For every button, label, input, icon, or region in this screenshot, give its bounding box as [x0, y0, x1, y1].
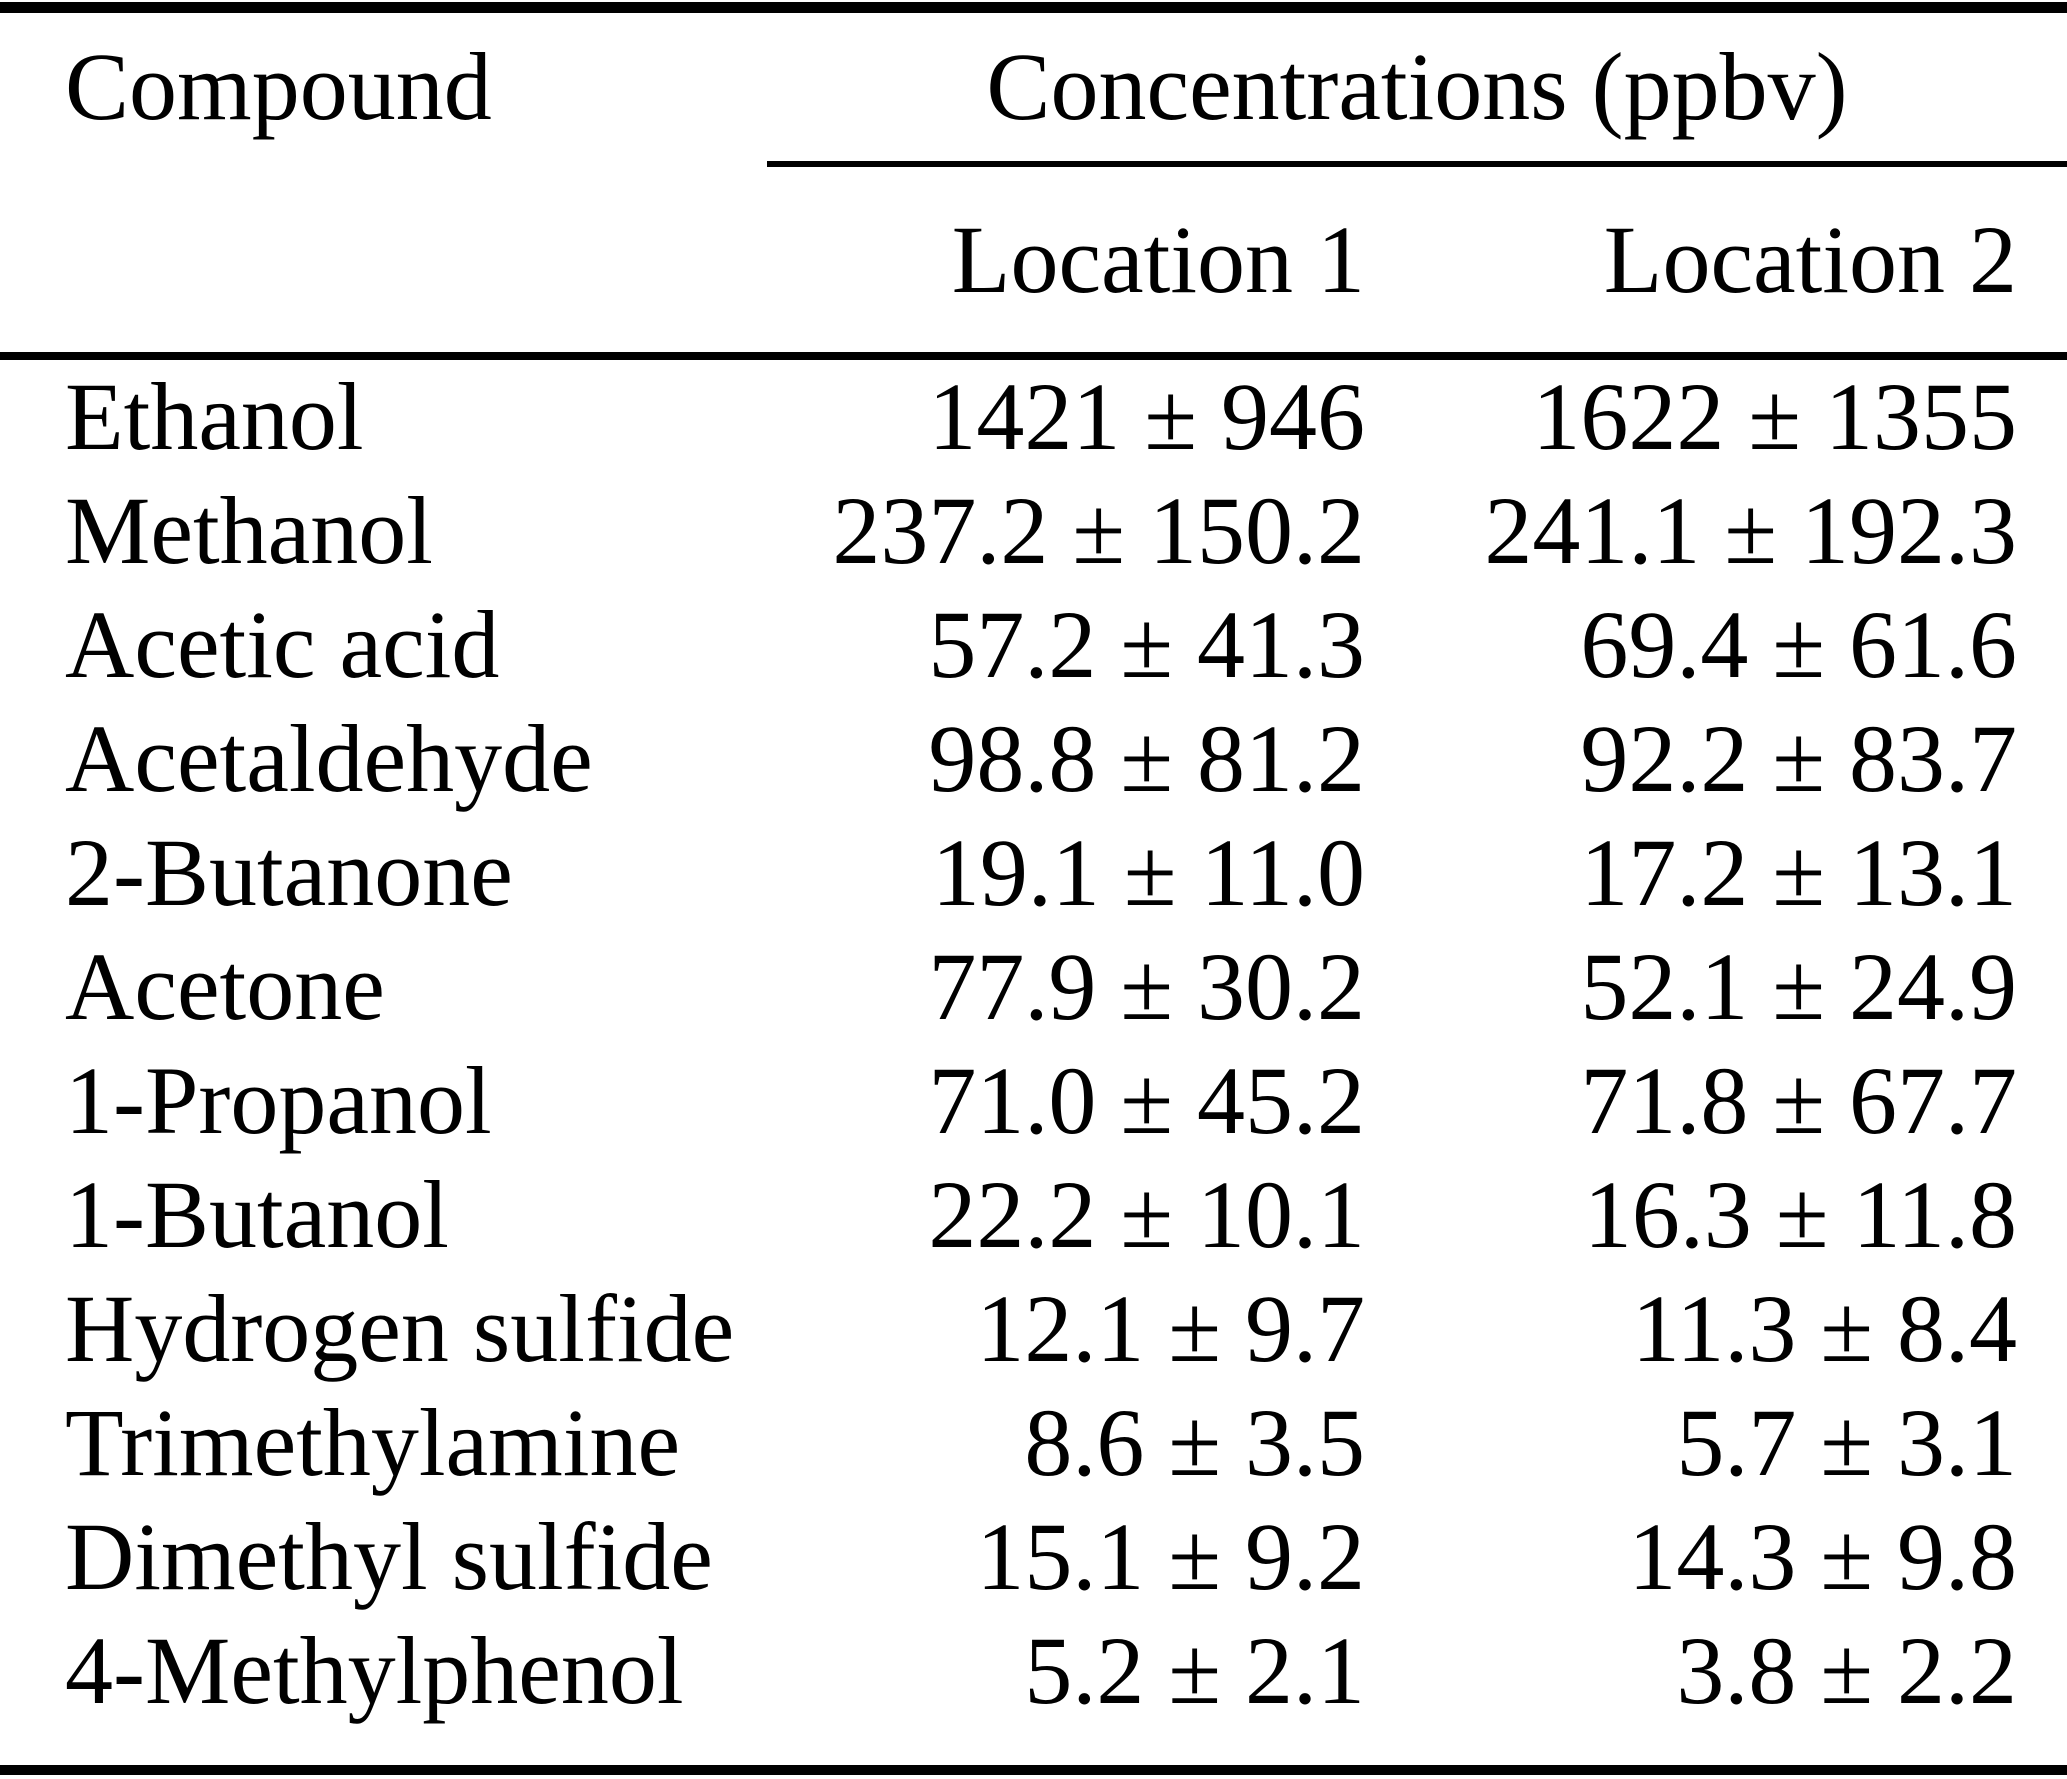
location-2-value-cell: 69.4 ± 61.6	[1580, 591, 2017, 698]
header-rule	[0, 352, 2067, 360]
location-1-value-cell: 5.2 ± 2.1	[1024, 1617, 1365, 1724]
bottom-spacer	[0, 1728, 2067, 1765]
location-1-value-cell: 237.2 ± 150.2	[832, 477, 1365, 584]
location-2-value-cell: 71.8 ± 67.7	[1580, 1047, 2017, 1154]
compound-cell: Trimethylamine	[65, 1389, 681, 1496]
bottom-rule	[0, 1765, 2067, 1775]
compound-cell: Acetone	[65, 933, 385, 1040]
table-row: Ethanol 1421 ± 946 1622 ± 1355	[0, 360, 2067, 474]
location-2-value-cell: 14.3 ± 9.8	[1628, 1503, 2017, 1610]
location-1-value-cell: 19.1 ± 11.0	[931, 819, 1365, 926]
table-row: Trimethylamine 8.6 ± 3.5 5.7 ± 3.1	[0, 1386, 2067, 1500]
compound-cell: 2-Butanone	[65, 819, 513, 926]
concentrations-group-header: Concentrations (ppbv)	[986, 33, 1848, 140]
table-row: Acetic acid 57.2 ± 41.3 69.4 ± 61.6	[0, 588, 2067, 702]
table-row: 4-Methylphenol 5.2 ± 2.1 3.8 ± 2.2	[0, 1614, 2067, 1728]
location-1-value-cell: 22.2 ± 10.1	[928, 1161, 1365, 1268]
table-row: Acetone 77.9 ± 30.2 52.1 ± 24.9	[0, 930, 2067, 1044]
table-body: Ethanol 1421 ± 946 1622 ± 1355 Methanol 237.…	[0, 360, 2067, 1728]
location-1-value-cell: 1421 ± 946	[928, 363, 1365, 470]
compound-cell: Dimethyl sulfide	[65, 1503, 713, 1610]
table-row: 2-Butanone 19.1 ± 11.0 17.2 ± 13.1	[0, 816, 2067, 930]
table-row: Hydrogen sulfide 12.1 ± 9.7 11.3 ± 8.4	[0, 1272, 2067, 1386]
group-underline-row	[0, 161, 2067, 167]
location-2-value-cell: 11.3 ± 8.4	[1631, 1275, 2017, 1382]
compound-cell: 1-Propanol	[65, 1047, 492, 1154]
table-row: Acetaldehyde 98.8 ± 81.2 92.2 ± 83.7	[0, 702, 2067, 816]
location-1-value-cell: 12.1 ± 9.7	[976, 1275, 1365, 1382]
group-underline-rule	[767, 161, 2067, 167]
location-2-column-header: Location 2	[1603, 205, 2017, 313]
compound-column-header: Compound	[65, 33, 492, 140]
compound-cell: Acetic acid	[65, 591, 500, 698]
location-2-value-cell: 16.3 ± 11.8	[1583, 1161, 2017, 1268]
table-row: 1-Propanol 71.0 ± 45.2 71.8 ± 67.7	[0, 1044, 2067, 1158]
table-row: 1-Butanol 22.2 ± 10.1 16.3 ± 11.8	[0, 1158, 2067, 1272]
location-1-column-header: Location 1	[951, 205, 1365, 313]
compound-cell: 1-Butanol	[65, 1161, 449, 1268]
location-2-value-cell: 1622 ± 1355	[1532, 363, 2017, 470]
location-1-value-cell: 77.9 ± 30.2	[928, 933, 1365, 1040]
table-row: Methanol 237.2 ± 150.2 241.1 ± 192.3	[0, 474, 2067, 588]
table-row: Dimethyl sulfide 15.1 ± 9.2 14.3 ± 9.8	[0, 1500, 2067, 1614]
location-2-value-cell: 3.8 ± 2.2	[1676, 1617, 2017, 1724]
location-2-value-cell: 92.2 ± 83.7	[1580, 705, 2017, 812]
compound-cell: Methanol	[65, 477, 433, 584]
location-1-value-cell: 98.8 ± 81.2	[928, 705, 1365, 812]
compound-cell: Hydrogen sulfide	[65, 1275, 735, 1382]
location-2-value-cell: 5.7 ± 3.1	[1676, 1389, 2017, 1496]
compound-cell: Acetaldehyde	[65, 705, 593, 812]
location-2-value-cell: 17.2 ± 13.1	[1580, 819, 2017, 926]
compound-cell: 4-Methylphenol	[65, 1617, 684, 1724]
header-row-locations: Location 1 Location 2	[0, 167, 2067, 352]
location-1-value-cell: 8.6 ± 3.5	[1024, 1389, 1365, 1496]
top-rule	[0, 2, 2067, 13]
location-2-value-cell: 241.1 ± 192.3	[1484, 477, 2017, 584]
location-1-value-cell: 71.0 ± 45.2	[928, 1047, 1365, 1154]
header-row-group: Compound Concentrations (ppbv)	[0, 13, 2067, 161]
location-2-value-cell: 52.1 ± 24.9	[1580, 933, 2017, 1040]
location-1-value-cell: 15.1 ± 9.2	[976, 1503, 1365, 1610]
location-1-value-cell: 57.2 ± 41.3	[928, 591, 1365, 698]
compound-cell: Ethanol	[65, 363, 364, 470]
